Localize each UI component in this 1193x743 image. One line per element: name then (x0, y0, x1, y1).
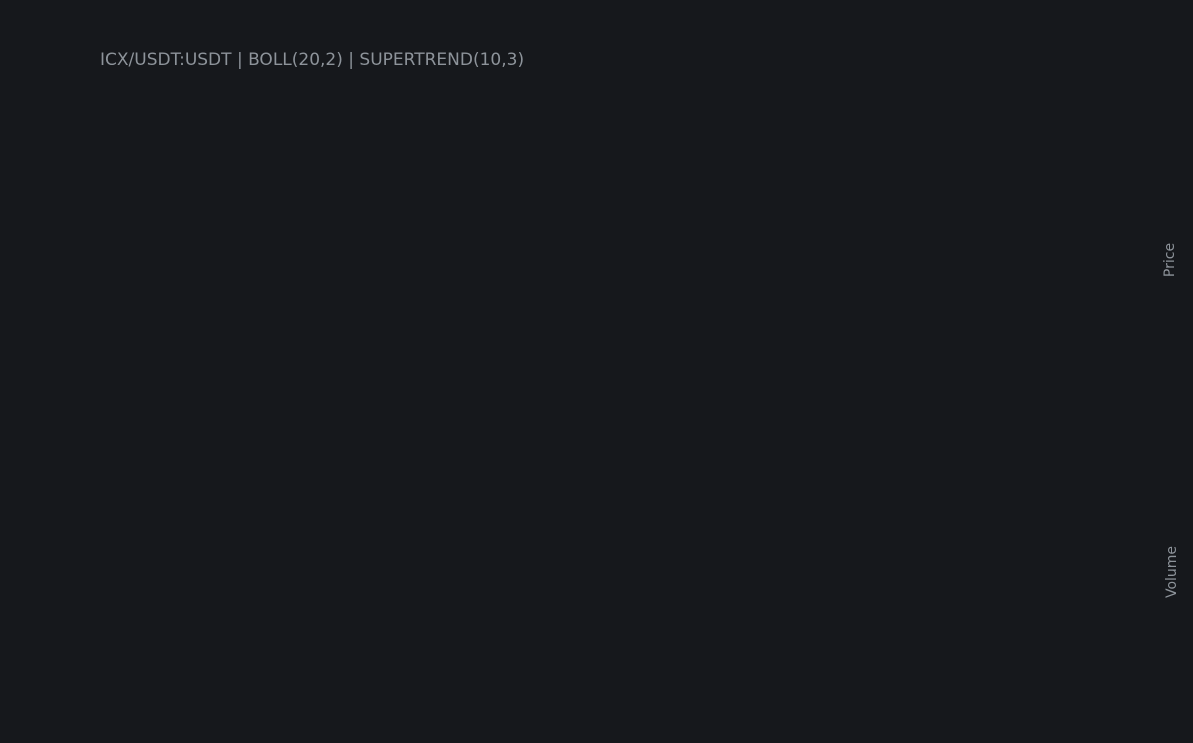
y-axis-label: Volume (1164, 546, 1180, 598)
y-axis-label: Price (1162, 243, 1178, 277)
labels: ICX/USDT:USDT | BOLL(20,2) | SUPERTREND(… (100, 50, 1180, 598)
chart-title: ICX/USDT:USDT | BOLL(20,2) | SUPERTREND(… (100, 50, 524, 70)
